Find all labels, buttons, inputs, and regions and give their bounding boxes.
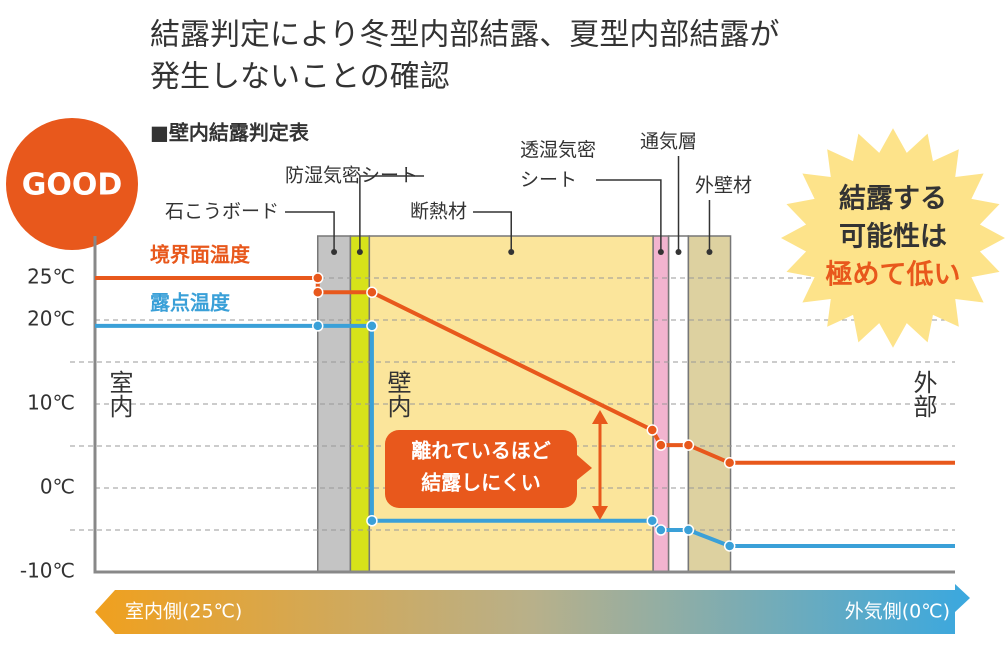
callout-text: 結露しにくい bbox=[421, 471, 541, 495]
leader-dot bbox=[508, 249, 515, 255]
series-point bbox=[682, 439, 695, 451]
series-point bbox=[655, 524, 667, 536]
title-line: 発生しないことの確認 bbox=[150, 60, 450, 95]
layer-label: 外壁材 bbox=[695, 175, 752, 197]
layer-label: 防湿気密シート bbox=[285, 165, 418, 187]
series-point bbox=[723, 457, 736, 469]
subtitle: ■壁内結露判定表 bbox=[150, 121, 310, 145]
layer-label: 透湿気密シート bbox=[520, 139, 596, 191]
y-tick-label: 0℃ bbox=[40, 475, 75, 499]
direction-arrow bbox=[95, 584, 970, 634]
badge-circle bbox=[6, 118, 138, 250]
region-label: 室内 bbox=[105, 370, 133, 418]
axis bbox=[93, 236, 955, 574]
starburst-text: 結露する bbox=[839, 183, 947, 215]
series-point bbox=[366, 320, 378, 332]
legend-label: 露点温度 bbox=[150, 290, 231, 314]
direction-left: 室内側(25℃) bbox=[125, 601, 242, 623]
gap-arrow-head bbox=[592, 506, 608, 520]
series-point bbox=[646, 424, 659, 436]
layer-label: 断熱材 bbox=[410, 201, 467, 223]
series-point bbox=[682, 524, 695, 536]
callout-box bbox=[385, 430, 577, 508]
y-tick-label: 20℃ bbox=[27, 307, 75, 331]
starburst-text: 極めて低い bbox=[826, 260, 961, 291]
title-line: 結露判定により冬型内部結露、夏型内部結露が bbox=[150, 18, 779, 53]
direction-right: 外気側(0℃) bbox=[845, 601, 950, 623]
starburst bbox=[781, 128, 1005, 348]
gap-arrow-head bbox=[592, 410, 608, 424]
starburst-text: 可能性は bbox=[839, 221, 947, 253]
series-point bbox=[655, 439, 667, 451]
leader bbox=[285, 211, 335, 252]
series-point bbox=[646, 515, 659, 527]
leader bbox=[359, 175, 425, 252]
region-label: 外部 bbox=[909, 370, 937, 418]
series-point bbox=[366, 515, 378, 527]
y-tick-label: 25℃ bbox=[27, 265, 75, 289]
leader-dot bbox=[331, 249, 338, 255]
badge: GOOD bbox=[22, 168, 123, 203]
leader-dot bbox=[675, 249, 682, 255]
leader-dot bbox=[657, 249, 664, 255]
legend-label: 境界面温度 bbox=[150, 243, 251, 267]
leader bbox=[596, 179, 662, 252]
layer-label: 通気層 bbox=[640, 131, 697, 153]
layer-label: 石こうボード bbox=[165, 201, 279, 223]
series-point bbox=[723, 540, 736, 552]
series-point bbox=[311, 272, 324, 284]
series-point bbox=[311, 286, 324, 299]
leader-dot bbox=[706, 249, 713, 255]
series-point bbox=[311, 320, 324, 332]
callout-pointer bbox=[577, 455, 592, 480]
callout-text: 離れているほど bbox=[411, 439, 550, 463]
y-tick-label: 10℃ bbox=[27, 391, 75, 415]
y-tick-label: -10℃ bbox=[20, 559, 75, 583]
leader-dot bbox=[356, 249, 363, 255]
series-point bbox=[366, 286, 378, 299]
region-label: 壁内 bbox=[383, 370, 411, 418]
leader bbox=[473, 211, 512, 252]
